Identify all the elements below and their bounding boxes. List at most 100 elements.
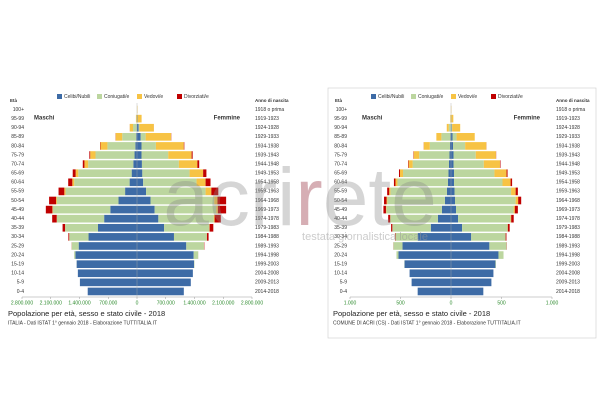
x-tick-label: 0	[136, 300, 139, 306]
age-label: 45-49	[334, 207, 347, 213]
bar-female	[510, 214, 512, 223]
birth-year-label: 1994-1998	[556, 252, 580, 258]
legend-swatch	[97, 94, 102, 99]
birth-year-label: 1934-1938	[556, 143, 580, 149]
age-label: 5-9	[17, 280, 24, 286]
bar-female	[205, 187, 212, 196]
age-label: 75-79	[334, 152, 347, 158]
age-label: 30-34	[334, 234, 347, 240]
birth-year-label: 1979-1983	[255, 225, 279, 231]
bar-female	[453, 160, 484, 168]
bar-female	[217, 205, 227, 214]
right-label: Femmine	[214, 116, 241, 122]
bar-male	[387, 196, 445, 205]
bar-female	[137, 196, 151, 205]
x-tick-label: 0	[450, 300, 453, 306]
bar-female	[141, 160, 179, 168]
legend-swatch	[371, 94, 376, 99]
age-label: 0-4	[17, 289, 24, 295]
age-label: 35-39	[11, 225, 24, 231]
bar-female	[454, 187, 512, 196]
bar-male	[104, 214, 137, 223]
chart-title: Popolazione per età, sesso e stato civil…	[333, 309, 490, 318]
bar-female	[203, 169, 207, 178]
x-tick-label: 2.800.000	[241, 300, 263, 306]
age-label: 10-14	[334, 271, 347, 277]
watermark-part: r	[295, 152, 322, 243]
bar-male	[392, 223, 431, 232]
bar-female	[137, 151, 142, 159]
left-label: Maschi	[34, 116, 55, 122]
x-tick-label: 1.000	[546, 300, 559, 306]
bar-male	[135, 142, 137, 150]
bar-female	[451, 123, 452, 132]
bar-female	[186, 242, 204, 250]
bar-male	[84, 160, 89, 168]
bar-male	[393, 178, 396, 187]
birth-year-label: 1969-1973	[556, 207, 580, 213]
x-tick-label: 1.400.000	[68, 300, 90, 306]
bar-male	[97, 223, 137, 232]
bar-female	[137, 187, 147, 196]
bar-female	[196, 178, 206, 187]
bar-female	[456, 133, 475, 141]
bar-male	[417, 287, 451, 296]
birth-year-label: 1924-1928	[556, 125, 580, 131]
bar-female	[155, 142, 184, 150]
bar-male	[69, 233, 89, 241]
legend-swatch	[491, 94, 496, 99]
bar-male	[135, 114, 137, 123]
bar-male	[389, 187, 391, 196]
bar-male	[75, 169, 79, 178]
legend-swatch	[411, 94, 416, 99]
bar-male	[72, 169, 76, 178]
bar-female	[154, 205, 217, 214]
bar-female	[451, 123, 453, 132]
legend-swatch	[177, 94, 182, 99]
bar-female	[451, 151, 454, 159]
bar-male	[49, 196, 57, 205]
bar-male	[131, 169, 137, 178]
bar-male	[107, 142, 136, 150]
bar-female	[191, 151, 193, 159]
bar-male	[419, 151, 450, 159]
birth-year-label: 1944-1948	[556, 161, 580, 167]
age-label: 60-64	[11, 180, 24, 186]
age-label: 50-54	[11, 198, 24, 204]
x-tick-label: 500	[497, 300, 506, 306]
bar-male	[72, 178, 75, 187]
age-label: 40-44	[11, 216, 24, 222]
bar-female	[141, 151, 169, 159]
bar-female	[506, 169, 508, 178]
bar-male	[122, 133, 137, 141]
bar-female	[137, 233, 174, 241]
bar-female	[483, 160, 500, 168]
bar-male	[133, 160, 137, 168]
age-label: 0-4	[340, 289, 347, 295]
age-label: 45-49	[11, 207, 24, 213]
year-header: Anno di nascita	[255, 98, 289, 103]
bar-male	[82, 160, 85, 168]
bar-male	[133, 123, 137, 132]
bar-male	[125, 187, 137, 196]
bar-female	[211, 187, 219, 196]
age-label: 80-84	[11, 143, 24, 149]
age-label: 80-84	[334, 143, 347, 149]
bar-female	[494, 169, 507, 178]
bar-male	[403, 169, 449, 178]
age-label: 20-24	[11, 252, 24, 258]
bar-female	[451, 205, 457, 214]
bar-male	[390, 187, 447, 196]
legend-label: Vedovi/e	[144, 94, 163, 100]
bar-male	[449, 142, 451, 150]
age-label: 90-94	[11, 125, 24, 131]
bar-male	[386, 205, 442, 214]
bar-female	[465, 142, 487, 150]
birth-year-label: 1949-1953	[255, 171, 279, 177]
watermark-part: acri	[163, 152, 295, 243]
birth-year-label: 1969-1973	[255, 207, 279, 213]
bar-female	[451, 287, 484, 296]
bar-male	[386, 196, 388, 205]
bar-female	[137, 114, 142, 123]
bar-male	[394, 233, 396, 241]
